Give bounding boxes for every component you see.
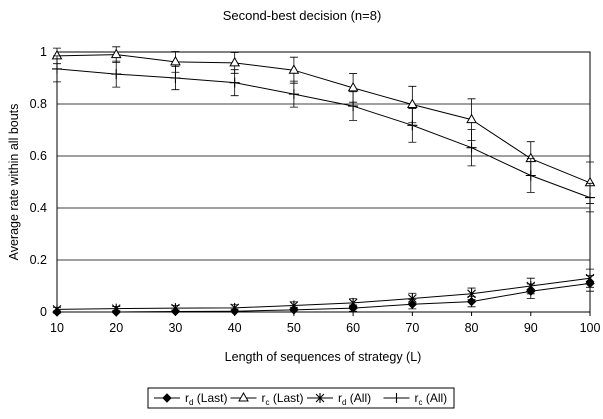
x-tick-label: 100 <box>580 321 601 335</box>
legend-label: rd (Last) <box>185 391 227 407</box>
x-tick-label: 20 <box>109 321 123 335</box>
data-point <box>526 281 536 291</box>
legend-marker <box>315 393 325 403</box>
x-tick-label: 80 <box>465 321 479 335</box>
y-tick-label: 0.8 <box>30 97 47 111</box>
legend-label: rc (Last) <box>262 391 304 407</box>
y-tick-label: 0 <box>40 305 47 319</box>
data-point <box>467 288 476 299</box>
series-2 <box>52 268 595 315</box>
legend: rd (Last) rc (Last) rd (All) rc (All) <box>147 387 455 409</box>
legend-item: rd (All) <box>307 391 371 407</box>
x-tick-label: 10 <box>50 321 64 335</box>
data-point <box>406 98 418 109</box>
data-point <box>111 69 122 80</box>
series-1 <box>51 46 596 204</box>
data-point <box>407 120 418 131</box>
x-tick-label: 30 <box>168 321 182 335</box>
data-point <box>171 303 180 314</box>
data-point <box>52 304 62 315</box>
y-tick-label: 0.2 <box>30 253 47 267</box>
x-tick-label: 70 <box>405 321 419 335</box>
series-line <box>56 68 591 199</box>
data-point <box>170 55 181 66</box>
series-0 <box>52 275 595 317</box>
series-3 <box>52 55 595 213</box>
plot-frame <box>56 51 591 313</box>
data-point <box>111 303 121 314</box>
series-line <box>56 277 591 310</box>
x-axis-label: Length of sequences of strategy (L) <box>225 350 422 364</box>
data-point <box>348 101 359 112</box>
data-point <box>407 299 418 309</box>
data-point <box>229 77 240 88</box>
data-point <box>52 63 62 74</box>
x-tick-label: 90 <box>524 321 538 335</box>
chart-title: Second-best decision (n=8) <box>223 8 382 23</box>
series-line <box>56 54 591 184</box>
x-tick-label: 60 <box>346 321 360 335</box>
series-line <box>57 282 591 313</box>
data-point <box>170 73 181 83</box>
data-point <box>288 64 300 74</box>
data-point <box>289 300 299 311</box>
data-point <box>229 56 241 67</box>
data-point <box>348 297 358 308</box>
y-tick-label: 0.6 <box>30 149 47 163</box>
x-tick-label: 50 <box>287 321 301 335</box>
data-point <box>525 170 536 181</box>
legend-item: rc (All) <box>383 391 448 407</box>
legend-item: rc (Last) <box>230 391 304 407</box>
legend-marker <box>238 391 249 402</box>
legend-label: rc (All) <box>415 391 448 407</box>
y-tick-label: 1 <box>40 45 47 59</box>
legend-marker <box>391 393 402 403</box>
data-point <box>466 113 477 124</box>
data-point <box>407 293 417 304</box>
data-point <box>288 89 299 100</box>
data-point <box>347 81 359 92</box>
y-tick-label: 0.4 <box>30 201 47 215</box>
legend-marker <box>162 393 172 403</box>
x-tick-label: 40 <box>228 321 242 335</box>
legend-label: rd (All) <box>338 391 371 407</box>
legend-item: rd (Last) <box>154 391 227 407</box>
data-point <box>110 48 122 59</box>
legend-box <box>147 387 455 409</box>
data-point <box>585 273 595 284</box>
data-point <box>585 192 595 203</box>
data-point <box>230 302 240 313</box>
y-axis-label: Average rate within all bouts <box>7 104 21 261</box>
data-point <box>466 142 477 153</box>
